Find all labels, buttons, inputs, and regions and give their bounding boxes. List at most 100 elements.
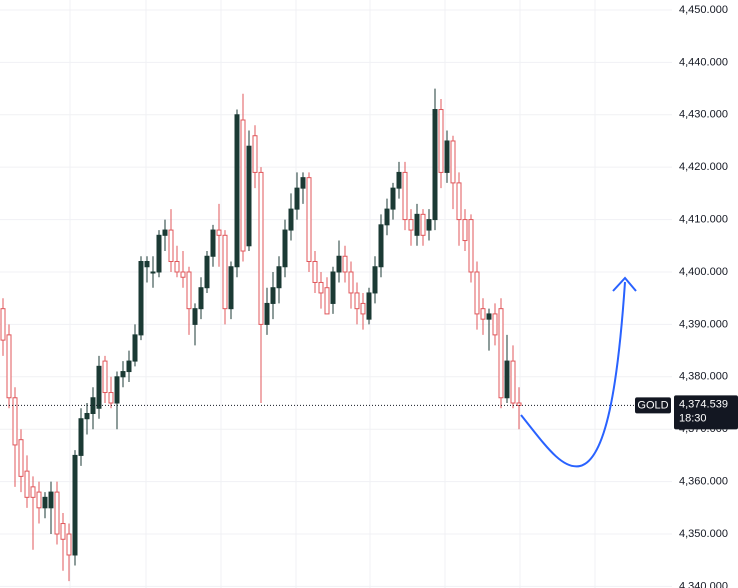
candle-body [210,229,216,257]
candle-body [18,439,24,477]
candle-body [228,266,234,310]
candle-body [456,182,462,221]
candle-body [432,109,438,221]
candle-body [366,292,372,320]
candle-body [102,360,108,394]
candle-body [126,360,132,373]
candle-body [468,219,474,273]
candle-body [84,412,90,420]
candle-body [504,360,510,399]
y-tick-label: 4,360.000 [679,476,728,488]
y-tick-label: 4,390.000 [679,318,728,330]
candle-body [114,376,120,404]
candle-body [108,392,114,404]
countdown-label: 18:30 [679,412,707,424]
candle-body [198,287,204,310]
symbol-box [635,397,671,414]
candle-body [474,271,480,315]
candle-body [288,208,294,231]
candle-body [486,313,492,320]
candle-body [186,271,192,310]
candle-body [480,308,486,320]
candle-body [378,224,384,268]
candle-body [36,491,42,509]
candle-body [42,496,48,509]
candle-body [252,135,258,173]
y-tick-label: 4,450.000 [679,4,728,16]
candle-body [174,261,180,273]
candle-body [444,140,450,173]
candle-body [12,397,18,446]
price-box [674,395,738,430]
candle-body [144,261,150,268]
candle-body [258,171,264,325]
candle-body [348,271,354,294]
candle-body [342,255,348,273]
candle-body [150,271,156,274]
candle-body [204,255,210,289]
candle-body [426,219,432,231]
candle-body [294,187,300,210]
candle-body [24,470,30,498]
candle-body [240,119,246,252]
candle-body [372,266,378,294]
candle-body [276,266,282,289]
y-tick-label: 4,410.000 [679,213,728,225]
candle-body [312,261,318,283]
candle-body [72,454,78,556]
y-tick-label: 4,340.000 [679,580,728,588]
candle-body [390,187,396,210]
candle-body [192,308,198,325]
candle-body [222,234,228,310]
candle-body [318,281,324,294]
candle-body [384,208,390,226]
candle-body [264,302,270,325]
candle-body [354,292,360,310]
candle-body [162,229,168,236]
y-tick-label: 4,430.000 [679,109,728,121]
candle-body [132,334,138,362]
candle-body [66,533,72,556]
y-tick-label: 4,400.000 [679,266,728,278]
candle-body [168,229,174,263]
plot: 4,340.0004,350.0004,360.0004,370.0004,38… [0,4,738,588]
price-label: 4,374.539 [679,398,728,410]
candle-body [30,486,36,498]
y-tick-label: 4,440.000 [679,56,728,68]
candle-body [246,145,252,247]
candle-body [510,360,516,404]
candle-body [60,523,66,540]
candle-body [306,177,312,263]
candle-body [54,491,60,535]
candle-body [402,171,408,221]
candle-body [492,313,498,336]
candle-body [324,287,330,315]
candle-body [180,271,186,278]
y-tick-label: 4,380.000 [679,371,728,383]
candle-body [438,109,444,173]
candle-body [282,229,288,268]
forecast-arrow [520,281,626,468]
candle-body [450,140,456,184]
candle-body [120,371,126,378]
y-tick-label: 4,420.000 [679,161,728,173]
candle-body [300,177,306,189]
candle-body [360,302,366,315]
candle-body [234,114,240,268]
candle-body [270,287,276,304]
arrow-head [612,276,637,292]
candle-body [336,255,342,273]
candle-body [396,171,402,189]
symbol-label: GOLD [637,399,668,411]
candle-body [498,308,504,399]
candle-body [48,491,54,509]
candle-body [420,213,426,236]
candle-body [78,418,84,456]
candle-body [0,308,6,341]
candle-body [138,261,144,336]
candle-body [414,213,420,236]
y-tick-label: 4,350.000 [679,528,728,540]
candle-body [408,219,414,231]
candle-body [216,229,222,236]
